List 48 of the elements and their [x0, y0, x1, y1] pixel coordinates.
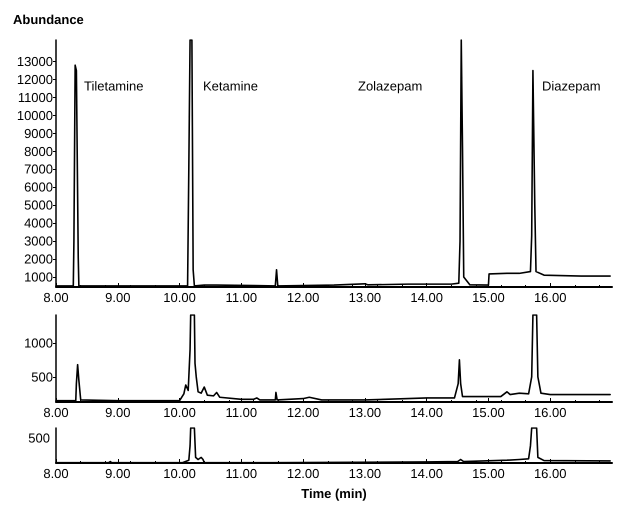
y-tick-label: 12000 — [16, 72, 53, 87]
x-tick-label: 12.00 — [286, 290, 320, 305]
x-tick-label: 13.00 — [348, 405, 382, 420]
y-tick-label: 10000 — [16, 108, 53, 123]
annotation: Diazepam — [542, 78, 601, 94]
chart-title: Abundance — [13, 12, 84, 27]
x-tick-label: 14.00 — [410, 405, 443, 420]
y-tick-label: 500 — [31, 369, 53, 384]
x-tick-label: 8.00 — [43, 405, 69, 420]
x-tick-label: 15.00 — [472, 466, 505, 481]
x-tick-label: 14.00 — [410, 466, 443, 481]
x-tick-label: 8.00 — [43, 290, 69, 305]
x-tick-label: 11.00 — [226, 290, 258, 305]
x-tick-label: 9.00 — [105, 405, 130, 420]
y-tick-label: 2000 — [24, 251, 53, 266]
x-tick-label: 12.00 — [286, 405, 320, 420]
x-tick-label: 16.00 — [534, 405, 566, 420]
x-tick-label: 15.00 — [472, 405, 505, 420]
y-tick-label: 4000 — [24, 216, 53, 231]
y-tick-label: 5000 — [24, 198, 53, 213]
y-tick-label: 13000 — [16, 54, 53, 70]
annotation: Ketamine — [203, 78, 258, 94]
x-tick-label: 13.00 — [348, 290, 382, 305]
x-tick-label: 16.00 — [534, 290, 566, 305]
x-tick-label: 15.00 — [472, 290, 505, 305]
y-tick-label: 8000 — [24, 144, 53, 159]
x-tick-label: 10.00 — [163, 290, 196, 305]
x-tick-label: 12.00 — [286, 466, 320, 481]
x-tick-label: 9.00 — [105, 290, 130, 305]
y-tick-label: 9000 — [24, 126, 53, 141]
y-tick-label: 1000 — [24, 335, 53, 350]
x-tick-label: 10.00 — [163, 466, 196, 481]
x-tick-label: 13.00 — [348, 466, 382, 481]
x-tick-label: 16.00 — [534, 466, 566, 481]
x-tick-label: 11.00 — [226, 466, 258, 481]
annotation: Zolazepam — [358, 78, 422, 94]
x-tick-label: 8.00 — [43, 466, 69, 481]
annotation: Tiletamine — [84, 78, 144, 94]
x-tick-label: 10.00 — [163, 405, 196, 420]
y-tick-label: 7000 — [24, 162, 53, 177]
y-tick-label: 11000 — [18, 90, 53, 105]
x-tick-label: 11.00 — [226, 405, 258, 420]
y-tick-label: 1000 — [24, 269, 53, 284]
x-tick-label: 9.00 — [105, 466, 130, 481]
y-tick-label: 6000 — [24, 180, 53, 195]
y-tick-label: 3000 — [24, 234, 53, 249]
x-axis-title: Time (min) — [301, 486, 367, 501]
x-tick-label: 14.00 — [410, 290, 443, 305]
